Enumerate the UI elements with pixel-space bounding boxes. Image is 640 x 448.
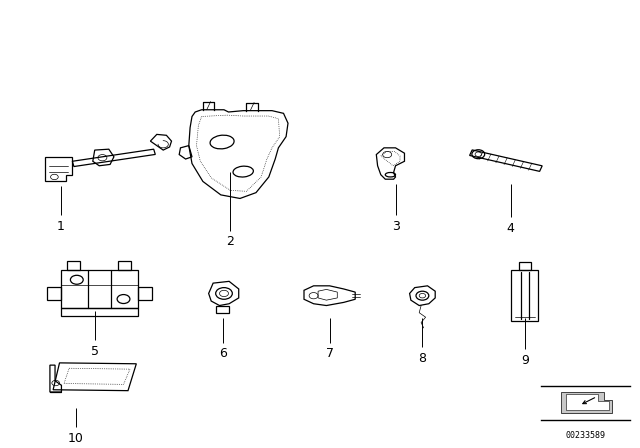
Text: 2: 2 [227,235,234,249]
Text: 6: 6 [219,347,227,361]
Text: 9: 9 [521,354,529,367]
Text: 8: 8 [419,352,426,365]
Text: 7: 7 [326,347,333,361]
Text: 3: 3 [392,220,399,233]
Polygon shape [566,394,609,410]
Text: 1: 1 [57,220,65,233]
Text: 4: 4 [507,222,515,235]
Text: 5: 5 [91,345,99,358]
Text: 10: 10 [68,431,83,445]
Polygon shape [561,392,612,413]
Text: 00233589: 00233589 [566,431,605,440]
